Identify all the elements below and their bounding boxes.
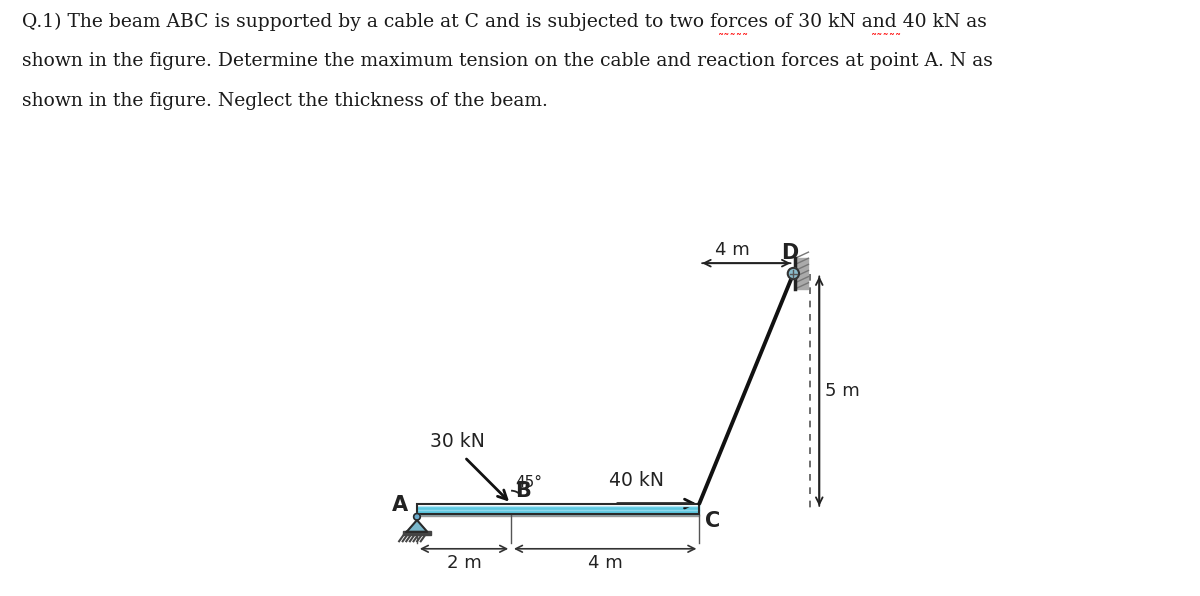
Bar — [403, 532, 431, 535]
Text: shown in the figure. Determine the maximum tension on the cable and reaction for: shown in the figure. Determine the maxim… — [22, 52, 992, 70]
Text: 30 kN: 30 kN — [430, 432, 485, 451]
Text: ˜˜˜˜˜: ˜˜˜˜˜ — [871, 33, 902, 46]
Text: 2 m: 2 m — [446, 554, 481, 572]
Text: 45°: 45° — [515, 474, 542, 489]
Text: 4 m: 4 m — [588, 554, 623, 572]
Text: Q.1) The beam ABC is supported by a cable at C and is subjected to two forces of: Q.1) The beam ABC is supported by a cabl… — [22, 13, 986, 32]
Polygon shape — [407, 520, 427, 532]
Text: D: D — [781, 243, 798, 263]
Bar — [796, 258, 809, 289]
Text: A: A — [392, 495, 408, 515]
Text: 4 m: 4 m — [715, 241, 750, 259]
Text: 40 kN: 40 kN — [608, 471, 664, 491]
Text: ˜˜˜˜˜: ˜˜˜˜˜ — [718, 33, 749, 46]
Text: shown in the figure. Neglect the thickness of the beam.: shown in the figure. Neglect the thickne… — [22, 92, 547, 110]
Bar — [416, 514, 700, 516]
Text: C: C — [704, 511, 720, 531]
Bar — [416, 504, 700, 506]
Circle shape — [414, 514, 420, 520]
Bar — [416, 504, 700, 514]
Circle shape — [787, 268, 799, 279]
Text: 5 m: 5 m — [824, 382, 859, 400]
Text: B: B — [515, 481, 530, 501]
Bar — [416, 504, 700, 514]
